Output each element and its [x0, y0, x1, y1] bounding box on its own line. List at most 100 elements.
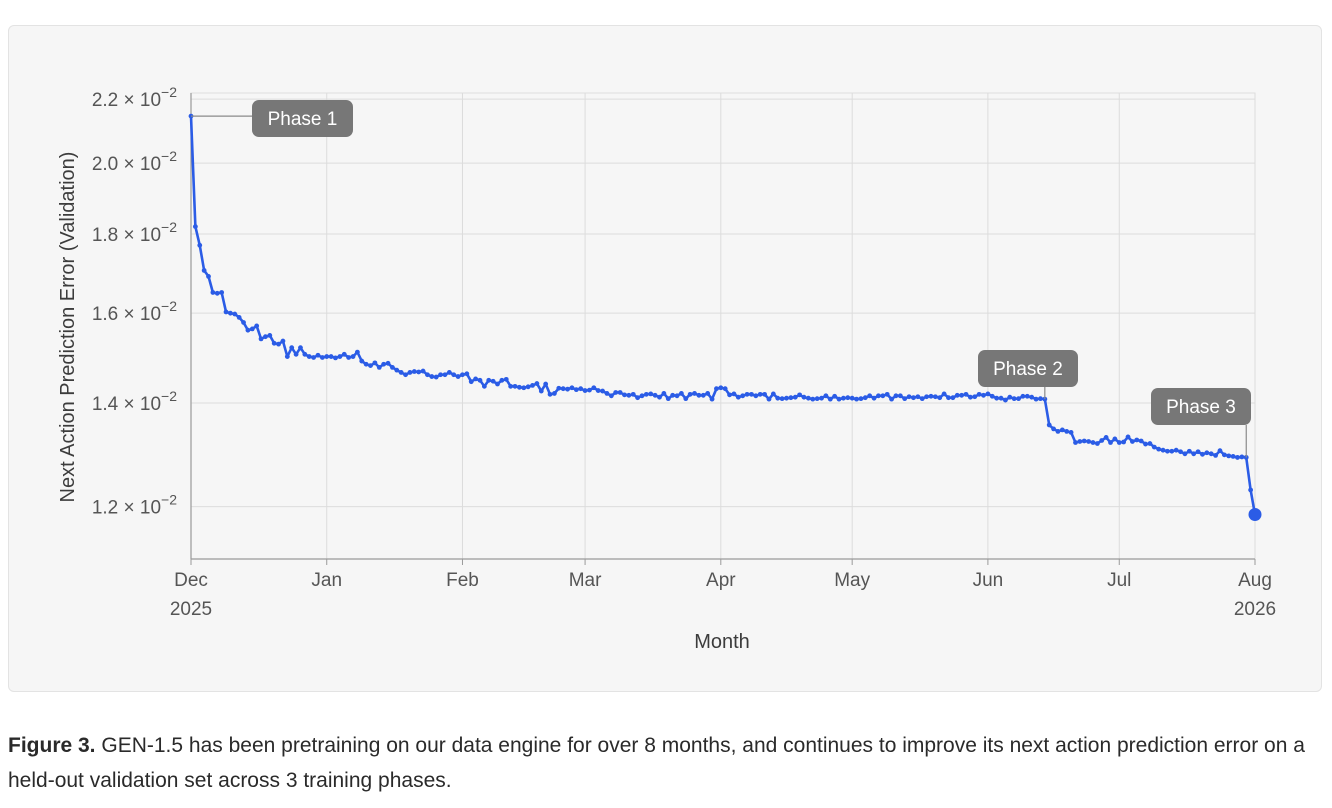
data-point [503, 376, 509, 382]
tick-labels: 2.2 × 10−2 2.0 × 10−2 1.8 × 10−2 1.6 × 10−2… [92, 84, 1276, 620]
data-point [608, 393, 614, 399]
data-point [298, 345, 303, 351]
data-point [652, 392, 658, 398]
data-point [810, 396, 816, 402]
data-point [1059, 427, 1065, 433]
data-point [981, 392, 986, 398]
data-point [591, 385, 597, 391]
data-point [757, 391, 763, 397]
data-point [797, 392, 803, 398]
data-point [1147, 441, 1153, 446]
data-point [604, 391, 610, 396]
y-axis-title: Next Action Prediction Error (Validation… [57, 152, 79, 503]
data-point [635, 395, 641, 401]
data-point [289, 345, 295, 351]
data-point [1239, 454, 1245, 460]
data-point [359, 358, 365, 364]
x-tick-label: Jan [311, 570, 342, 591]
data-point [1208, 451, 1214, 457]
data-point [1125, 434, 1131, 440]
data-point [1121, 439, 1127, 445]
data-point [460, 372, 465, 378]
data-point [972, 394, 978, 400]
data-point [552, 391, 557, 396]
data-point [210, 290, 216, 295]
data-point [1230, 454, 1236, 459]
data-point [517, 384, 522, 390]
data-point [718, 385, 724, 391]
data-point [744, 391, 750, 397]
data-point [486, 377, 492, 383]
data-point [538, 388, 544, 394]
data-point [446, 370, 452, 375]
data-point [862, 395, 868, 401]
data-point [1033, 396, 1039, 402]
data-point [722, 386, 728, 392]
y-tick-label: 1.6 × 10−2 [92, 298, 177, 325]
data-point [994, 395, 1000, 401]
data-point [363, 361, 369, 367]
data-point [578, 386, 584, 392]
latest-point [1248, 507, 1262, 521]
data-point [280, 338, 286, 344]
data-point [854, 396, 859, 402]
data-point [858, 396, 864, 402]
data-point [350, 354, 356, 359]
data-point [902, 396, 908, 402]
annotation-label: Phase 1 [268, 109, 338, 130]
data-point [814, 396, 820, 402]
data-point [792, 394, 798, 400]
data-point [749, 391, 754, 397]
data-point [705, 391, 711, 396]
data-point [714, 386, 719, 392]
data-point [683, 396, 689, 402]
data-point [543, 381, 549, 387]
data-point [284, 354, 290, 359]
data-point [232, 311, 238, 317]
data-point [762, 391, 767, 397]
annotation-box [978, 350, 1078, 387]
data-point [201, 268, 207, 273]
series-line [189, 116, 1257, 515]
data-point [1086, 439, 1092, 444]
data-point [376, 365, 382, 370]
data-point [271, 340, 277, 346]
x-tick-label: May [834, 570, 870, 591]
data-point [311, 355, 316, 360]
x-tick-label: Apr [706, 570, 736, 591]
data-point [805, 395, 811, 401]
data-point [665, 396, 671, 402]
data-point [1134, 437, 1140, 443]
data-point [530, 383, 535, 388]
data-point [1160, 447, 1166, 453]
data-point [963, 391, 969, 397]
data-point [433, 374, 439, 380]
data-point [276, 341, 281, 347]
x-tick-label: Jun [973, 570, 1004, 591]
data-point [1200, 451, 1205, 457]
data-point [600, 388, 605, 394]
data-point [832, 393, 838, 399]
data-point [819, 395, 824, 401]
data-point [416, 369, 422, 375]
y-tick-label: 1.4 × 10−2 [92, 388, 177, 415]
data-point [915, 394, 921, 400]
data-point [1213, 452, 1218, 458]
data-series [188, 113, 1262, 521]
data-point [241, 320, 246, 325]
annotation-box [1151, 388, 1251, 425]
data-point [267, 332, 273, 338]
data-point [192, 224, 198, 229]
data-point [258, 336, 264, 342]
axes [190, 93, 1256, 565]
data-point [206, 273, 211, 279]
data-point [932, 394, 938, 400]
data-point [1182, 451, 1188, 457]
figure-caption: Figure 3. GEN-1.5 has been pretraining o… [8, 728, 1308, 798]
data-point [587, 387, 592, 393]
data-point [788, 395, 794, 401]
data-point [692, 391, 697, 396]
data-point [946, 395, 951, 401]
data-point [582, 388, 588, 393]
data-point [827, 396, 833, 402]
